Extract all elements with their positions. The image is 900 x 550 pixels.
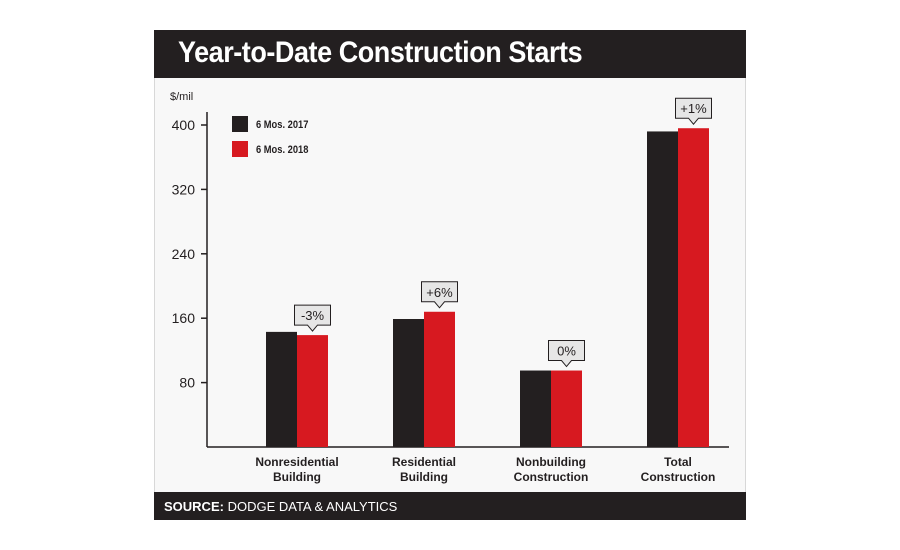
bar	[520, 370, 551, 447]
change-label: -3%	[301, 308, 325, 323]
bar	[424, 311, 455, 447]
source-text: DODGE DATA & ANALYTICS	[227, 499, 398, 514]
x-tick-label: Building	[273, 470, 321, 484]
x-tick-label: Nonresidential	[255, 455, 338, 469]
title-bar: Year-to-Date Construction Starts	[154, 30, 746, 78]
y-tick-label: 320	[172, 181, 196, 197]
x-tick-label: Residential	[392, 455, 456, 469]
legend-swatch	[232, 141, 248, 157]
change-callout	[421, 281, 458, 309]
y-tick-label: 80	[179, 375, 195, 391]
y-tick-label: 240	[172, 246, 196, 262]
legend-swatch	[232, 116, 248, 132]
chart-title: Year-to-Date Construction Starts	[178, 36, 583, 69]
source-bar: SOURCE: DODGE DATA & ANALYTICS	[154, 492, 746, 520]
bar	[647, 131, 678, 447]
bar-chart: $/mil 80 160 240 320 400 6 Mos. 2017 6 Mos. 201…	[170, 91, 729, 484]
y-axis-label: $/mil	[170, 91, 193, 103]
change-label: +1%	[680, 101, 707, 116]
x-tick-label: Nonbuilding	[516, 455, 586, 469]
change-callout	[294, 304, 331, 332]
x-tick-label: Construction	[641, 470, 716, 484]
change-callout	[548, 340, 585, 368]
bar	[393, 319, 424, 447]
x-tick-label: Construction	[514, 470, 589, 484]
y-tick-label: 160	[172, 310, 196, 326]
y-tick-label: 400	[172, 117, 196, 133]
legend-label: 6 Mos. 2017	[256, 119, 309, 131]
bar	[266, 331, 297, 447]
bar	[297, 335, 328, 447]
change-label: +6%	[426, 285, 453, 300]
bar	[678, 128, 709, 447]
x-tick-label: Building	[400, 470, 448, 484]
source-line: SOURCE: DODGE DATA & ANALYTICS	[164, 499, 397, 514]
change-label: 0%	[557, 344, 576, 359]
source-label: SOURCE:	[164, 499, 224, 514]
bar	[551, 370, 582, 447]
x-tick-label: Total	[664, 455, 692, 469]
legend-label: 6 Mos. 2018	[256, 144, 309, 156]
change-callout	[675, 97, 712, 126]
